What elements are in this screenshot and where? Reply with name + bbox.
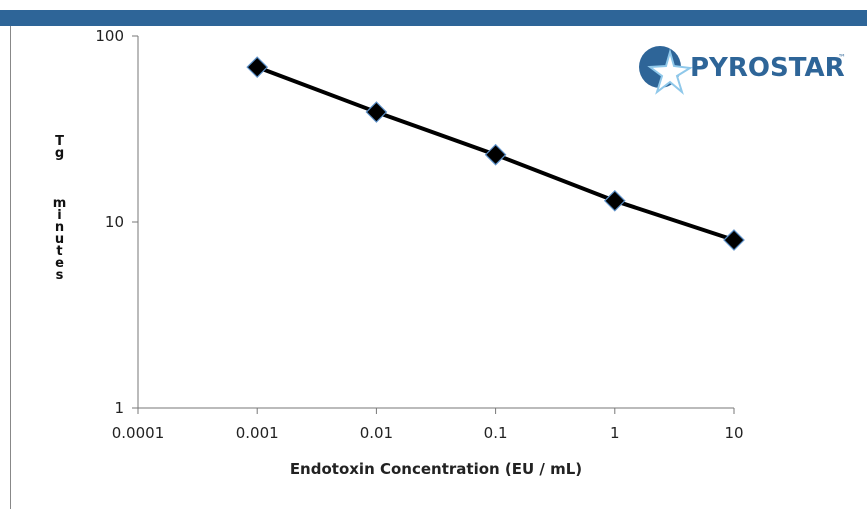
x-tick-label: 0.01	[360, 424, 393, 442]
top-bar	[0, 10, 867, 26]
y-axis-label: minutes	[52, 196, 67, 280]
logo: PYROSTAR ™	[639, 46, 846, 95]
x-tick-label: 0.1	[484, 424, 508, 442]
logo-text: PYROSTAR	[690, 53, 845, 83]
x-tick-label: 0.0001	[112, 424, 165, 442]
y-tick-label: 100	[95, 27, 124, 45]
y-tick-label: 1	[114, 399, 124, 417]
marker	[246, 56, 269, 79]
x-tick-label: 1	[610, 424, 620, 442]
x-tick-label: 0.001	[236, 424, 279, 442]
marker	[484, 143, 507, 166]
marker	[603, 189, 626, 212]
x-axis-label: Endotoxin Concentration (EU / mL)	[290, 460, 582, 478]
x-tick-label: 10	[724, 424, 743, 442]
y-tick-label: 10	[105, 213, 124, 231]
marker	[365, 101, 388, 123]
logo-mark: ™	[838, 53, 846, 62]
marker	[723, 229, 745, 251]
y-axis-label: Tg	[52, 134, 67, 158]
